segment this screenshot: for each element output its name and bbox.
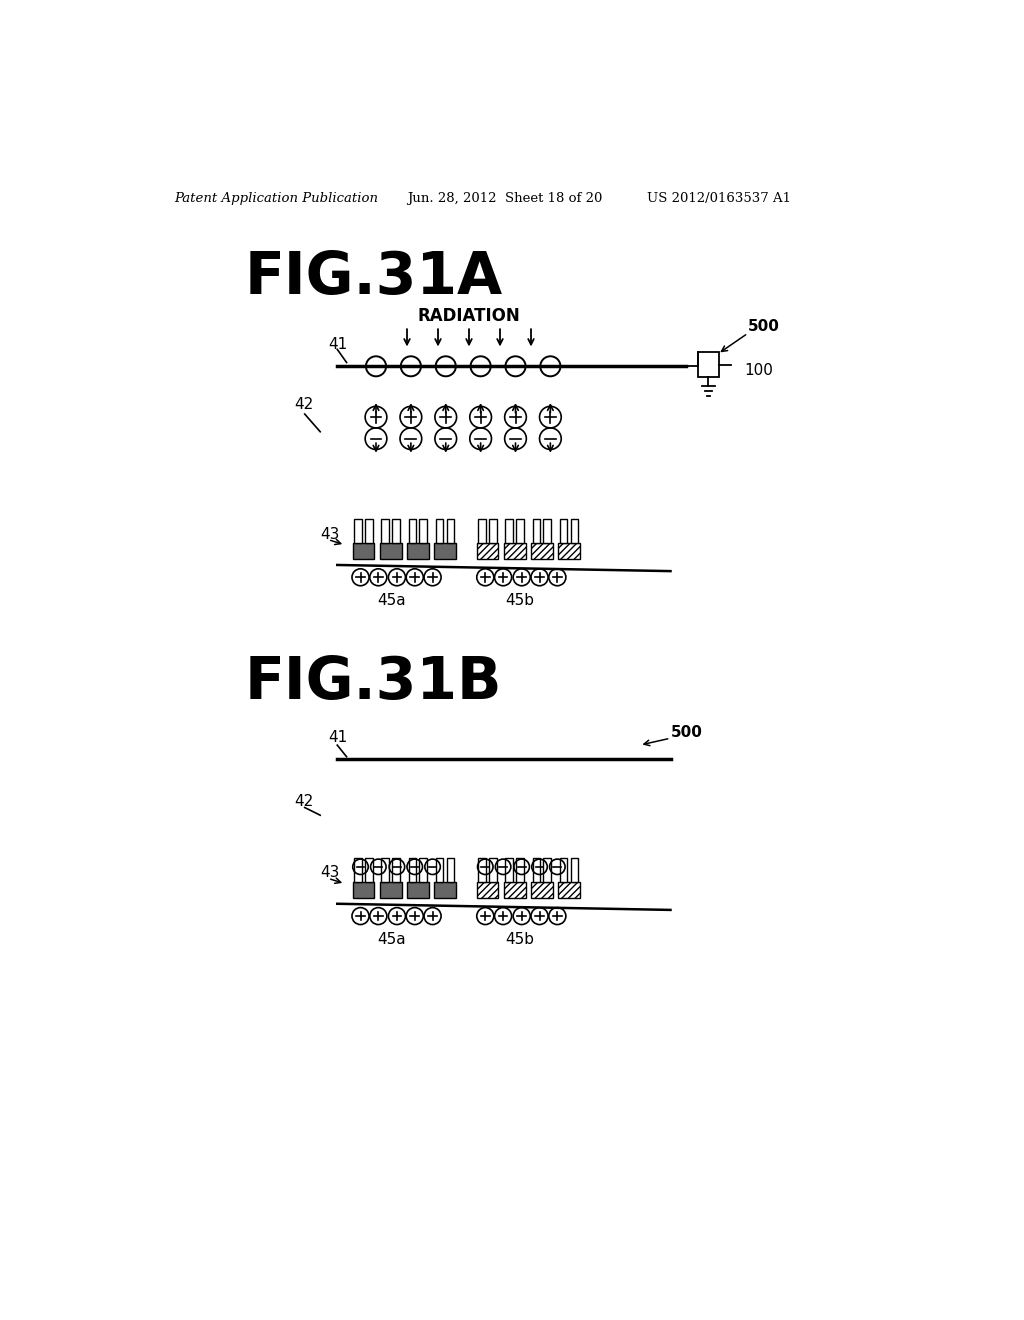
Bar — [506, 858, 513, 882]
Bar — [434, 882, 456, 898]
Bar — [420, 858, 427, 882]
Bar — [409, 519, 417, 544]
Bar — [516, 519, 524, 544]
Bar — [504, 882, 525, 898]
Text: 45a: 45a — [377, 593, 406, 609]
Bar — [558, 882, 580, 898]
Text: 42: 42 — [295, 793, 314, 809]
Bar — [380, 882, 401, 898]
Bar — [570, 858, 579, 882]
Bar — [516, 858, 524, 882]
Text: RADIATION: RADIATION — [418, 308, 520, 325]
Text: 45b: 45b — [505, 593, 534, 609]
Text: 41: 41 — [328, 337, 347, 352]
Text: Patent Application Publication: Patent Application Publication — [174, 191, 379, 205]
Bar — [531, 882, 553, 898]
Bar — [446, 858, 455, 882]
Bar — [570, 519, 579, 544]
Bar — [381, 519, 389, 544]
Bar — [478, 519, 486, 544]
Text: FIG.31A: FIG.31A — [245, 249, 503, 306]
Text: 45b: 45b — [505, 932, 534, 946]
Bar — [366, 519, 373, 544]
Bar — [489, 519, 497, 544]
Bar — [478, 858, 486, 882]
Bar — [544, 858, 551, 882]
Bar — [392, 519, 400, 544]
Text: US 2012/0163537 A1: US 2012/0163537 A1 — [647, 191, 792, 205]
Bar — [506, 519, 513, 544]
Text: Jun. 28, 2012  Sheet 18 of 20: Jun. 28, 2012 Sheet 18 of 20 — [407, 191, 602, 205]
Bar — [532, 519, 541, 544]
Bar — [352, 882, 375, 898]
Bar — [354, 519, 362, 544]
Bar — [352, 544, 375, 558]
Bar — [392, 858, 400, 882]
Bar — [504, 544, 525, 558]
Bar — [697, 352, 719, 378]
Bar — [407, 882, 429, 898]
Bar — [477, 544, 499, 558]
Bar — [477, 882, 499, 898]
Bar — [380, 544, 401, 558]
Bar — [544, 519, 551, 544]
Text: 45a: 45a — [377, 932, 406, 946]
Bar — [409, 858, 417, 882]
Text: 100: 100 — [744, 363, 773, 378]
Bar — [434, 544, 456, 558]
Text: 43: 43 — [321, 527, 340, 541]
Bar — [366, 858, 373, 882]
Text: FIG.31B: FIG.31B — [245, 653, 502, 710]
Text: 41: 41 — [328, 730, 347, 744]
Text: 500: 500 — [671, 725, 702, 739]
Bar — [560, 858, 567, 882]
Bar — [381, 858, 389, 882]
Bar — [532, 858, 541, 882]
Bar — [407, 544, 429, 558]
Text: 43: 43 — [321, 866, 340, 880]
Bar — [435, 519, 443, 544]
Bar — [560, 519, 567, 544]
Bar — [489, 858, 497, 882]
Text: 500: 500 — [748, 318, 780, 334]
Bar — [420, 519, 427, 544]
Text: 42: 42 — [295, 397, 314, 412]
Bar — [531, 544, 553, 558]
Bar — [558, 544, 580, 558]
Bar — [435, 858, 443, 882]
Bar — [354, 858, 362, 882]
Bar — [446, 519, 455, 544]
